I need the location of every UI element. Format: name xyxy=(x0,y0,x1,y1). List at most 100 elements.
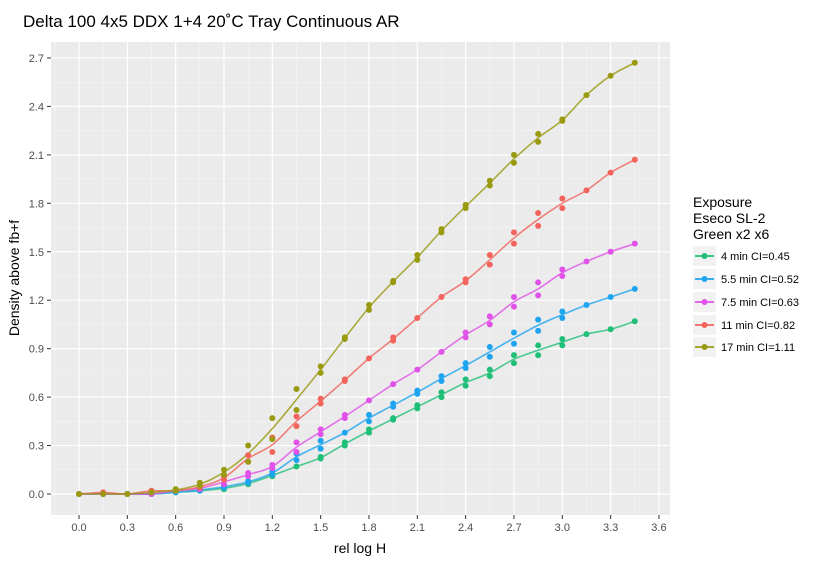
data-point xyxy=(510,151,517,158)
data-point xyxy=(510,159,517,166)
data-point xyxy=(365,306,372,313)
data-point xyxy=(414,405,421,412)
data-point xyxy=(365,355,372,362)
data-point xyxy=(390,403,397,410)
data-point xyxy=(365,429,372,436)
data-point xyxy=(365,302,372,309)
x-tick-label: 2.4 xyxy=(458,522,473,534)
data-point xyxy=(390,416,397,423)
plot-panel xyxy=(51,42,670,515)
data-point xyxy=(341,442,348,449)
x-tick-label: 1.2 xyxy=(265,522,280,534)
data-point xyxy=(220,481,227,488)
x-tick-label: 3.3 xyxy=(603,522,618,534)
x-tick-label: 2.7 xyxy=(506,522,521,534)
legend-title-line-1: Exposure xyxy=(693,194,752,210)
data-point xyxy=(269,465,276,472)
data-point xyxy=(607,169,614,176)
legend-label: 5.5 min CI=0.52 xyxy=(721,274,799,286)
y-tick-label: 0.0 xyxy=(29,489,44,501)
data-point xyxy=(535,342,542,349)
data-point xyxy=(196,482,203,489)
data-point xyxy=(317,400,324,407)
data-point xyxy=(535,327,542,334)
data-point xyxy=(486,321,493,328)
data-point xyxy=(510,229,517,236)
data-point xyxy=(172,487,179,494)
legend: Exposure Eseco SL-2 Green x2 x6 4 min CI… xyxy=(693,194,799,357)
x-tick-label: 1.5 xyxy=(313,522,328,534)
legend-key-point xyxy=(701,276,708,282)
data-point xyxy=(438,293,445,300)
data-point xyxy=(631,156,638,163)
data-point xyxy=(293,439,300,446)
x-tick-label: 3.6 xyxy=(651,522,666,534)
data-point xyxy=(583,331,590,338)
data-point xyxy=(293,407,300,414)
data-point xyxy=(390,279,397,286)
legend-label: 11 min CI=0.82 xyxy=(721,320,795,332)
data-point xyxy=(462,365,469,372)
data-point xyxy=(510,240,517,247)
data-point xyxy=(462,334,469,341)
data-point xyxy=(486,251,493,258)
x-tick-label: 3.0 xyxy=(555,522,570,534)
x-axis-label: rel log H xyxy=(334,540,386,556)
data-point xyxy=(438,389,445,396)
data-point xyxy=(510,293,517,300)
data-point xyxy=(631,285,638,292)
data-point xyxy=(559,314,566,321)
data-point xyxy=(438,229,445,236)
y-tick-label: 2.1 xyxy=(29,150,44,162)
data-point xyxy=(583,258,590,265)
data-point xyxy=(124,491,131,497)
data-point xyxy=(486,366,493,373)
data-point xyxy=(559,308,566,315)
data-point xyxy=(559,117,566,124)
data-point xyxy=(486,313,493,320)
data-point xyxy=(414,256,421,263)
x-tick-label: 2.1 xyxy=(410,522,425,534)
data-point xyxy=(510,303,517,310)
data-point xyxy=(390,381,397,388)
data-point xyxy=(245,452,252,459)
data-point xyxy=(341,415,348,422)
x-tick-label: 0.3 xyxy=(120,522,135,534)
data-point xyxy=(269,449,276,456)
data-point xyxy=(341,335,348,342)
y-tick-label: 0.6 xyxy=(29,392,44,404)
x-tick-label: 0.9 xyxy=(216,522,231,534)
data-point xyxy=(535,209,542,216)
data-point xyxy=(438,394,445,401)
data-point xyxy=(559,266,566,273)
legend-label: 17 min CI=1.11 xyxy=(721,342,795,354)
data-point xyxy=(220,471,227,478)
data-point xyxy=(414,314,421,321)
data-point xyxy=(559,335,566,342)
data-point xyxy=(245,473,252,480)
data-point xyxy=(535,130,542,137)
data-point xyxy=(607,293,614,300)
data-point xyxy=(535,279,542,286)
data-point xyxy=(365,411,372,418)
data-point xyxy=(341,429,348,436)
data-point xyxy=(486,261,493,268)
x-tick-label: 0.6 xyxy=(168,522,183,534)
y-tick-label: 0.9 xyxy=(29,344,44,356)
data-point xyxy=(293,449,300,456)
data-point xyxy=(414,251,421,258)
data-point xyxy=(486,373,493,380)
y-tick-label: 1.2 xyxy=(29,295,44,307)
data-point xyxy=(462,205,469,212)
legend-key-point xyxy=(701,253,708,259)
data-point xyxy=(269,436,276,443)
data-point xyxy=(486,353,493,360)
data-point xyxy=(631,59,638,66)
data-point xyxy=(317,431,324,438)
data-point xyxy=(559,205,566,212)
data-point xyxy=(462,279,469,286)
data-point xyxy=(462,360,469,367)
data-point xyxy=(559,195,566,202)
data-point xyxy=(486,182,493,189)
